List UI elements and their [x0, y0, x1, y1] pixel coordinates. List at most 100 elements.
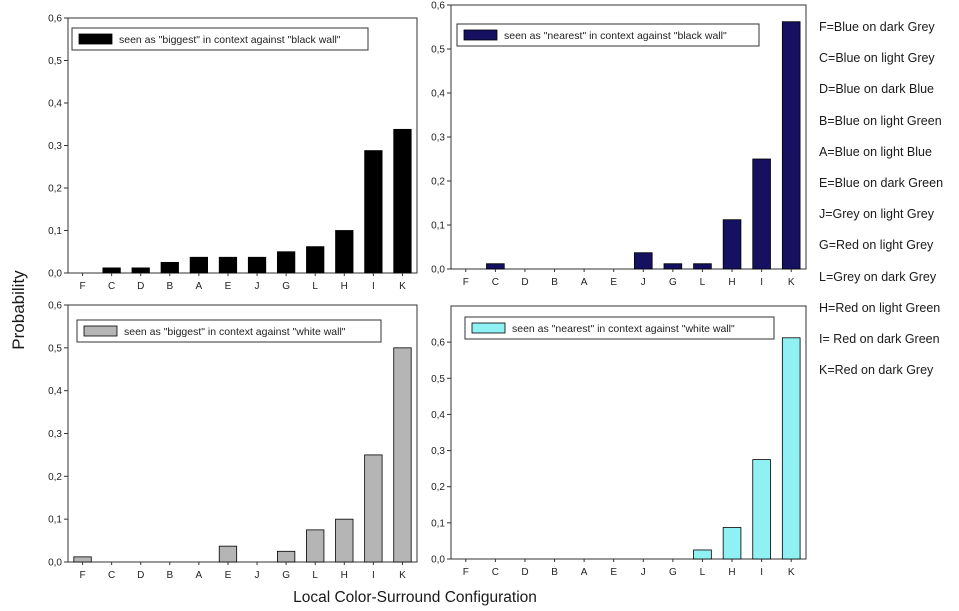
chart-1-bar [393, 128, 412, 274]
chart-4-bar [781, 337, 801, 560]
chart-4-xtick-label: H [728, 567, 735, 578]
chart-1-bar [276, 251, 296, 274]
key-item: E=Blue on dark Green [819, 175, 944, 190]
chart-3-xtick-label: C [108, 570, 115, 581]
chart-1-bar [102, 267, 121, 274]
chart-4-ytick-label: 0,3 [431, 446, 445, 457]
key-item: L=Grey on dark Grey [819, 269, 937, 284]
chart-1-ytick-label: 0,2 [48, 184, 62, 195]
chart-3-bar [218, 545, 238, 563]
chart-4-ytick-label: 0,4 [431, 410, 445, 421]
chart-2-ytick-label: 0,4 [431, 89, 445, 100]
chart-4-ytick-label: 0,6 [431, 338, 445, 349]
chart-1-legend-label: seen as "biggest" in context against "bl… [119, 34, 341, 46]
chart-3-bar [276, 550, 296, 563]
chart-4-xtick-label: K [788, 567, 795, 578]
chart-4-bar [693, 549, 712, 560]
key-item: B=Blue on light Green [819, 113, 942, 128]
key-item: A=Blue on light Blue [819, 144, 932, 159]
chart-3-ytick-label: 0,3 [48, 429, 62, 440]
chart-4-ytick-label: 0,5 [431, 374, 445, 385]
chart-1-ytick-label: 0,3 [48, 141, 62, 152]
chart-1-xtick-label: H [341, 281, 348, 292]
chart-4-legend-swatch [471, 322, 506, 334]
chart-3-ytick-label: 0,1 [48, 515, 62, 526]
chart-1-xtick-label: F [79, 281, 85, 292]
chart-2-bar [663, 263, 683, 270]
chart-1-legend-swatch [78, 33, 113, 45]
chart-4-bar [752, 459, 771, 560]
chart-2-legend-box [456, 23, 760, 47]
chart-3-legend-swatch [83, 325, 118, 337]
chart-4-xtick-label: E [610, 567, 617, 578]
key-item: K=Red on dark Grey [819, 363, 934, 378]
chart-1-bar [189, 256, 208, 274]
chart-2-ytick-label: 0,5 [431, 45, 445, 56]
chart-4-xtick-label: J [641, 567, 646, 578]
chart-1-xtick-label: L [312, 281, 318, 292]
chart-4-frame [450, 305, 807, 560]
chart-2-xtick-label: K [788, 277, 795, 288]
chart-1-xtick-label: J [255, 281, 260, 292]
chart-1-bar [306, 246, 325, 274]
chart-4-xtick-label: D [521, 567, 528, 578]
chart-4-xtick-label: A [581, 567, 588, 578]
chart-2-xtick-label: G [669, 277, 677, 288]
key-item: C=Blue on light Grey [819, 51, 935, 66]
chart-2-bar [634, 252, 653, 270]
chart-3-bar [73, 556, 92, 563]
chart-1-bar [364, 150, 383, 274]
chart-2-xtick-label: L [700, 277, 706, 288]
chart-2-bar [781, 21, 801, 270]
chart-1-ytick-label: 0,4 [48, 99, 62, 110]
chart-3-xtick-label: A [196, 570, 203, 581]
key-item: G=Red on light Grey [819, 238, 934, 253]
chart-2-xtick-label: H [728, 277, 735, 288]
chart-1-xtick-label: B [166, 281, 173, 292]
chart-2-xtick-label: F [463, 277, 469, 288]
key-item: D=Blue on dark Blue [819, 82, 935, 97]
chart-3-xtick-label: L [312, 570, 318, 581]
chart-4-xtick-label: C [492, 567, 499, 578]
chart-3-bar [364, 454, 383, 563]
chart-3-legend-label: seen as "biggest" in context against "wh… [124, 326, 346, 338]
y-axis-label: Probability [9, 270, 28, 350]
chart-3-xtick-label: I [372, 570, 375, 581]
chart-1-xtick-label: G [282, 281, 290, 292]
chart-4-xtick-label: F [463, 567, 469, 578]
chart-3-ytick-label: 0,2 [48, 472, 62, 483]
chart-2-bar [722, 219, 742, 270]
chart-1-ytick-label: 0,1 [48, 226, 62, 237]
chart-3-ytick-label: 0,4 [48, 386, 62, 397]
chart-3-ytick-label: 0,6 [48, 301, 62, 312]
chart-1-ytick-label: 0,6 [48, 14, 62, 25]
chart-4-ytick-label: 0,1 [431, 518, 445, 529]
chart-3-xtick-label: H [341, 570, 348, 581]
chart-1-bar [218, 256, 238, 274]
chart-2-xtick-label: E [610, 277, 617, 288]
chart-4-legend-box [464, 316, 775, 340]
x-axis-label: Local Color-Surround Configuration [293, 589, 537, 606]
chart-1-xtick-label: I [372, 281, 375, 292]
chart-2-legend-label: seen as "nearest" in context against "bl… [504, 30, 727, 42]
chart-4-ytick-label: 0,0 [431, 555, 445, 566]
chart-2-ytick-label: 0,6 [431, 1, 445, 12]
chart-2-ytick-label: 0,1 [431, 221, 445, 232]
chart-2-bar [752, 158, 771, 270]
chart-1-xtick-label: K [399, 281, 406, 292]
key-item: J=Grey on light Grey [819, 207, 934, 222]
chart-3-bar [335, 518, 354, 563]
chart-1-legend-box [71, 27, 369, 51]
chart-2-ytick-label: 0,0 [431, 265, 445, 276]
configuration-key: F=Blue on dark Grey C=Blue on light Grey… [819, 12, 959, 386]
chart-3-xtick-label: D [137, 570, 144, 581]
chart-3-ytick-label: 0,0 [48, 558, 62, 569]
chart-3-bar [393, 347, 412, 563]
chart-1-bar [335, 230, 354, 274]
chart-3-ytick-label: 0,5 [48, 343, 62, 354]
chart-2-xtick-label: B [551, 277, 558, 288]
chart-3-xtick-label: E [225, 570, 232, 581]
chart-3-xtick-label: F [79, 570, 85, 581]
chart-3-xtick-label: G [282, 570, 290, 581]
